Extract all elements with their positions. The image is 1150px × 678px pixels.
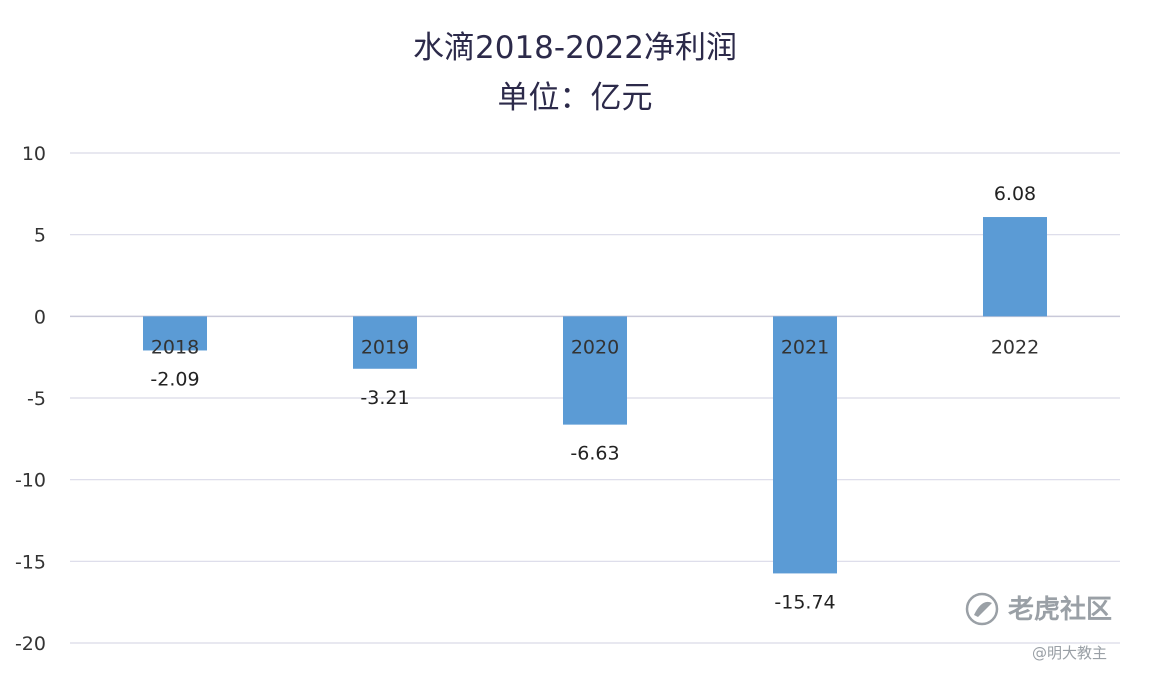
category-label: 2021 <box>781 336 829 358</box>
data-labels: -2.09 -3.21 -6.63 -15.74 6.08 <box>150 183 1036 613</box>
bars <box>143 217 1047 574</box>
bar <box>773 316 837 574</box>
category-label: 2018 <box>151 336 199 358</box>
category-label: 2022 <box>991 336 1039 358</box>
category-labels: 2018 2019 2020 2021 2022 <box>151 336 1039 358</box>
data-label: -2.09 <box>150 368 199 390</box>
y-tick-label: -15 <box>15 551 46 573</box>
category-label: 2019 <box>361 336 409 358</box>
data-label: -6.63 <box>570 443 619 465</box>
y-axis-ticks: 10 5 0 -5 -10 -15 -20 <box>15 143 46 655</box>
chart-title-line2: 单位：亿元 <box>498 80 653 116</box>
bar <box>143 316 207 351</box>
watermark: 老虎社区 @明大教主 <box>965 592 1112 662</box>
watermark-brand: 老虎社区 <box>1008 594 1112 625</box>
category-label: 2020 <box>571 336 619 358</box>
brand-logo-icon <box>965 592 999 626</box>
chart-title-line1: 水滴2018-2022净利润 <box>413 30 737 66</box>
y-tick-label: 10 <box>22 143 46 165</box>
data-label: -15.74 <box>774 591 835 613</box>
y-tick-label: 5 <box>34 225 46 247</box>
watermark-author: @明大教主 <box>1032 644 1107 662</box>
bar <box>563 316 627 425</box>
y-tick-label: -20 <box>15 633 46 655</box>
y-tick-label: 0 <box>34 306 46 328</box>
data-label: 6.08 <box>994 183 1036 205</box>
data-label: -3.21 <box>360 387 409 409</box>
bar <box>983 217 1047 317</box>
y-tick-label: -5 <box>27 388 46 410</box>
y-tick-label: -10 <box>15 470 46 492</box>
bar <box>353 316 417 369</box>
